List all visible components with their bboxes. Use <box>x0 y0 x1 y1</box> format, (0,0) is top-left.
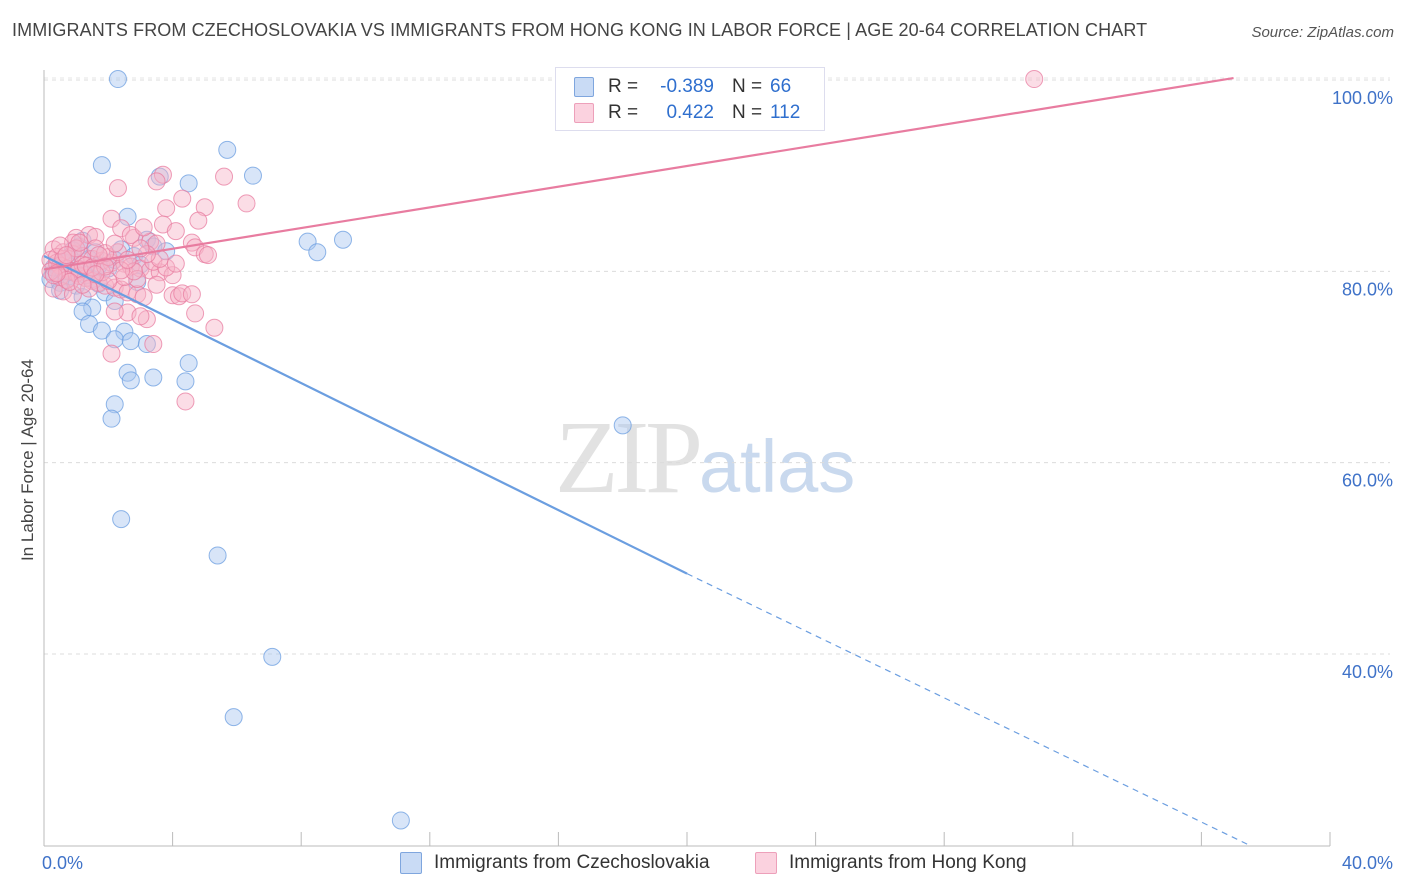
legend-swatch-hong-kong <box>755 852 777 874</box>
watermark-atlas: atlas <box>699 425 856 508</box>
czechoslovakia-point <box>391 811 410 830</box>
stats-swatch-hong-kong <box>574 103 594 123</box>
hong-kong-point <box>153 165 172 184</box>
czechoslovakia-point <box>208 546 227 565</box>
czechoslovakia-point <box>179 174 198 193</box>
legend-swatch-czechoslovakia <box>400 852 422 874</box>
hong-kong-point <box>1025 70 1044 89</box>
hong-kong-point <box>189 211 208 230</box>
hong-kong-point <box>237 194 256 213</box>
hong-kong-point <box>125 262 144 281</box>
stats-n-label: N = <box>732 102 763 123</box>
y-axis-label: In Labor Force | Age 20-64 <box>18 359 37 561</box>
hong-kong-point <box>105 302 124 321</box>
hong-kong-point <box>102 344 121 363</box>
czechoslovakia-point <box>333 230 352 249</box>
czechoslovakia-point <box>121 332 140 351</box>
hong-kong-point <box>163 266 182 285</box>
hong-kong-point <box>131 307 150 326</box>
y-tick-label: 100.0% <box>1332 88 1393 108</box>
stats-n-value: 112 <box>770 102 801 123</box>
czechoslovakia-point <box>112 510 131 529</box>
stats-row-czechoslovakia: R = -0.389 N = 66 <box>574 74 791 100</box>
hong-kong-point <box>166 222 185 241</box>
hong-kong-point <box>176 392 195 411</box>
chart-title: IMMIGRANTS FROM CZECHOSLOVAKIA VS IMMIGR… <box>12 20 1148 40</box>
czechoslovakia-point <box>218 140 237 159</box>
legend-item-czechoslovakia[interactable]: Immigrants from Czechoslovakia <box>400 852 710 874</box>
hong-kong-point <box>186 304 205 323</box>
czechoslovakia-point <box>115 322 134 341</box>
y-tick-label: 40.0% <box>1342 662 1393 682</box>
hong-kong-point <box>96 257 115 276</box>
czechoslovakia-point <box>243 166 262 185</box>
czechoslovakia-trendline-extension <box>686 573 1250 846</box>
hong-kong-point <box>182 285 201 304</box>
czechoslovakia-point <box>105 291 124 310</box>
hong-kong-point <box>215 167 234 186</box>
legend-label-czechoslovakia: Immigrants from Czechoslovakia <box>434 852 710 873</box>
czechoslovakia-trendline <box>43 255 688 575</box>
czechoslovakia-point <box>144 368 163 387</box>
hong-kong-point <box>144 335 163 354</box>
y-tick-label: 80.0% <box>1342 279 1393 299</box>
hong-kong-point <box>44 266 63 285</box>
czechoslovakia-point <box>263 647 282 666</box>
czechoslovakia-point <box>150 167 169 186</box>
czechoslovakia-point <box>102 409 121 428</box>
czechoslovakia-point <box>308 243 327 262</box>
stats-r-label: R = <box>608 76 639 97</box>
hong-kong-point <box>147 275 166 294</box>
stats-n-label: N = <box>732 76 763 97</box>
czechoslovakia-point <box>137 335 156 354</box>
czechoslovakia-point <box>92 321 111 340</box>
hong-kong-point <box>70 233 89 252</box>
hong-kong-point <box>112 219 131 238</box>
hong-kong-point <box>205 318 224 337</box>
stats-r-label: R = <box>608 102 639 123</box>
stats-r-value: -0.389 <box>660 76 714 97</box>
czechoslovakia-point <box>613 416 632 435</box>
hong-kong-point <box>157 199 176 218</box>
hong-kong-trendline <box>43 77 1234 271</box>
hong-kong-point <box>173 284 192 303</box>
source-note: Source: ZipAtlas.com <box>1251 24 1394 41</box>
stats-row-hong-kong: R = 0.422 N = 112 <box>574 100 800 126</box>
czechoslovakia-point <box>92 156 111 175</box>
hong-kong-point <box>51 236 70 255</box>
czechoslovakia-point <box>121 371 140 390</box>
y-tick-label: 60.0% <box>1342 471 1393 491</box>
hong-kong-point <box>134 218 153 237</box>
hong-kong-point <box>57 246 76 265</box>
hong-kong-point <box>198 246 217 265</box>
stats-n-value: 66 <box>770 76 792 97</box>
czechoslovakia-point <box>105 330 124 349</box>
czechoslovakia-point <box>224 708 243 727</box>
x-tick-label: 0.0% <box>42 853 83 873</box>
hong-kong-point <box>105 234 124 253</box>
hong-kong-point <box>96 244 115 263</box>
stats-swatch-czechoslovakia <box>574 77 594 97</box>
hong-kong-point <box>102 209 121 228</box>
czechoslovakia-point <box>176 372 195 391</box>
hong-kong-point <box>147 172 166 191</box>
legend-item-hong-kong[interactable]: Immigrants from Hong Kong <box>755 852 1027 874</box>
czechoslovakia-point <box>179 354 198 373</box>
hong-kong-point <box>86 265 105 284</box>
czechoslovakia-point <box>105 395 124 414</box>
legend-label-hong-kong: Immigrants from Hong Kong <box>789 852 1027 873</box>
czechoslovakia-point <box>108 70 127 89</box>
hong-kong-point <box>166 254 185 273</box>
hong-kong-point <box>173 189 192 208</box>
hong-kong-point <box>108 179 127 198</box>
czechoslovakia-point <box>118 207 137 226</box>
x-tick-label: 40.0% <box>1342 853 1393 873</box>
correlation-stats-box: R = -0.389 N = 66 R = 0.422 N = 112 <box>555 67 825 131</box>
stats-r-value: 0.422 <box>666 102 714 123</box>
